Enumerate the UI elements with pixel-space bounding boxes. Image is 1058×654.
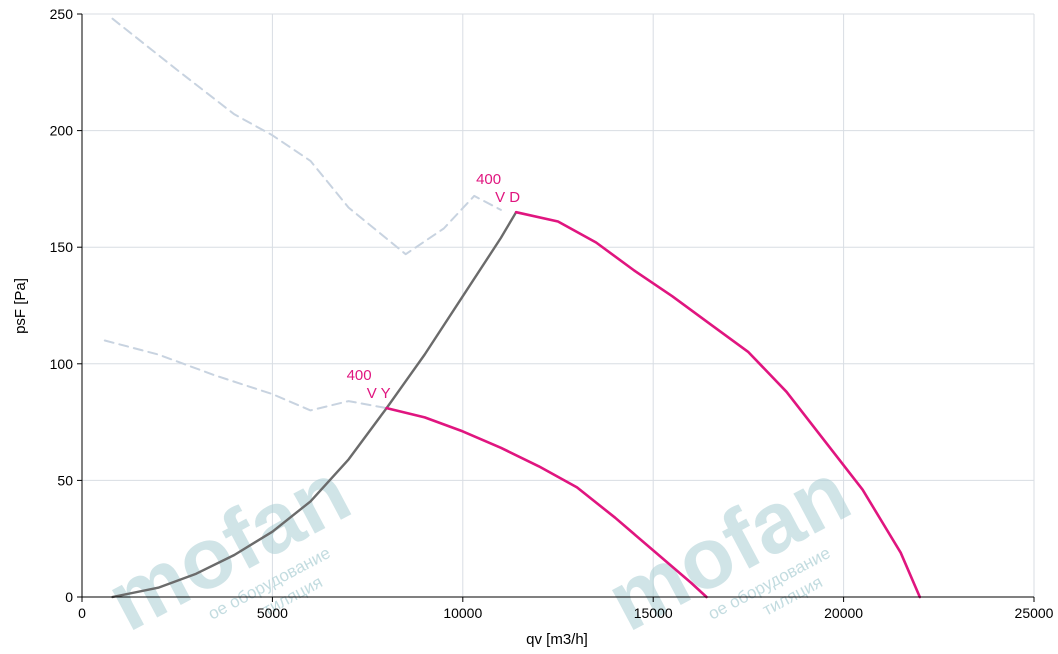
tick-labels: 0 5000 10000 15000 20000 25000 0 50 100 150 200 250 xyxy=(50,6,1054,621)
x-tick-label: 5000 xyxy=(257,605,288,621)
y-tick-label: 50 xyxy=(57,472,73,488)
series-layer xyxy=(103,17,922,599)
system-curve-line xyxy=(111,210,518,599)
fan-curve-line xyxy=(385,406,708,599)
watermark-layer: mofan ое оборудование тиляция mofan ое о… xyxy=(92,444,865,650)
x-axis-title: qv [m3/h] xyxy=(526,631,588,648)
fan-curve-line xyxy=(514,210,922,599)
y-tick-label: 150 xyxy=(50,239,74,255)
limit-curve-line xyxy=(103,339,388,412)
x-tick-label: 15000 xyxy=(634,605,673,621)
y-axis-title: psF [Pa] xyxy=(12,278,29,334)
watermark-left: mofan ое оборудование тиляция xyxy=(92,444,365,650)
y-tick-label: 0 xyxy=(65,589,73,605)
limit-curve-line xyxy=(111,17,502,256)
x-tick-label: 10000 xyxy=(443,605,482,621)
watermark-right: mofan ое оборудование тиляция xyxy=(592,444,865,650)
annotation-label: 400 xyxy=(347,367,372,384)
y-tick-label: 100 xyxy=(50,356,74,372)
annotation-label: 400 xyxy=(476,171,501,188)
annotation-label: V D xyxy=(495,189,520,206)
y-tick-label: 250 xyxy=(50,6,74,22)
x-tick-label: 20000 xyxy=(824,605,863,621)
axes xyxy=(77,13,1035,602)
annotation-label: V Y xyxy=(367,385,391,402)
y-tick-label: 200 xyxy=(50,123,74,139)
x-tick-label: 0 xyxy=(78,605,86,621)
x-tick-label: 25000 xyxy=(1015,605,1054,621)
